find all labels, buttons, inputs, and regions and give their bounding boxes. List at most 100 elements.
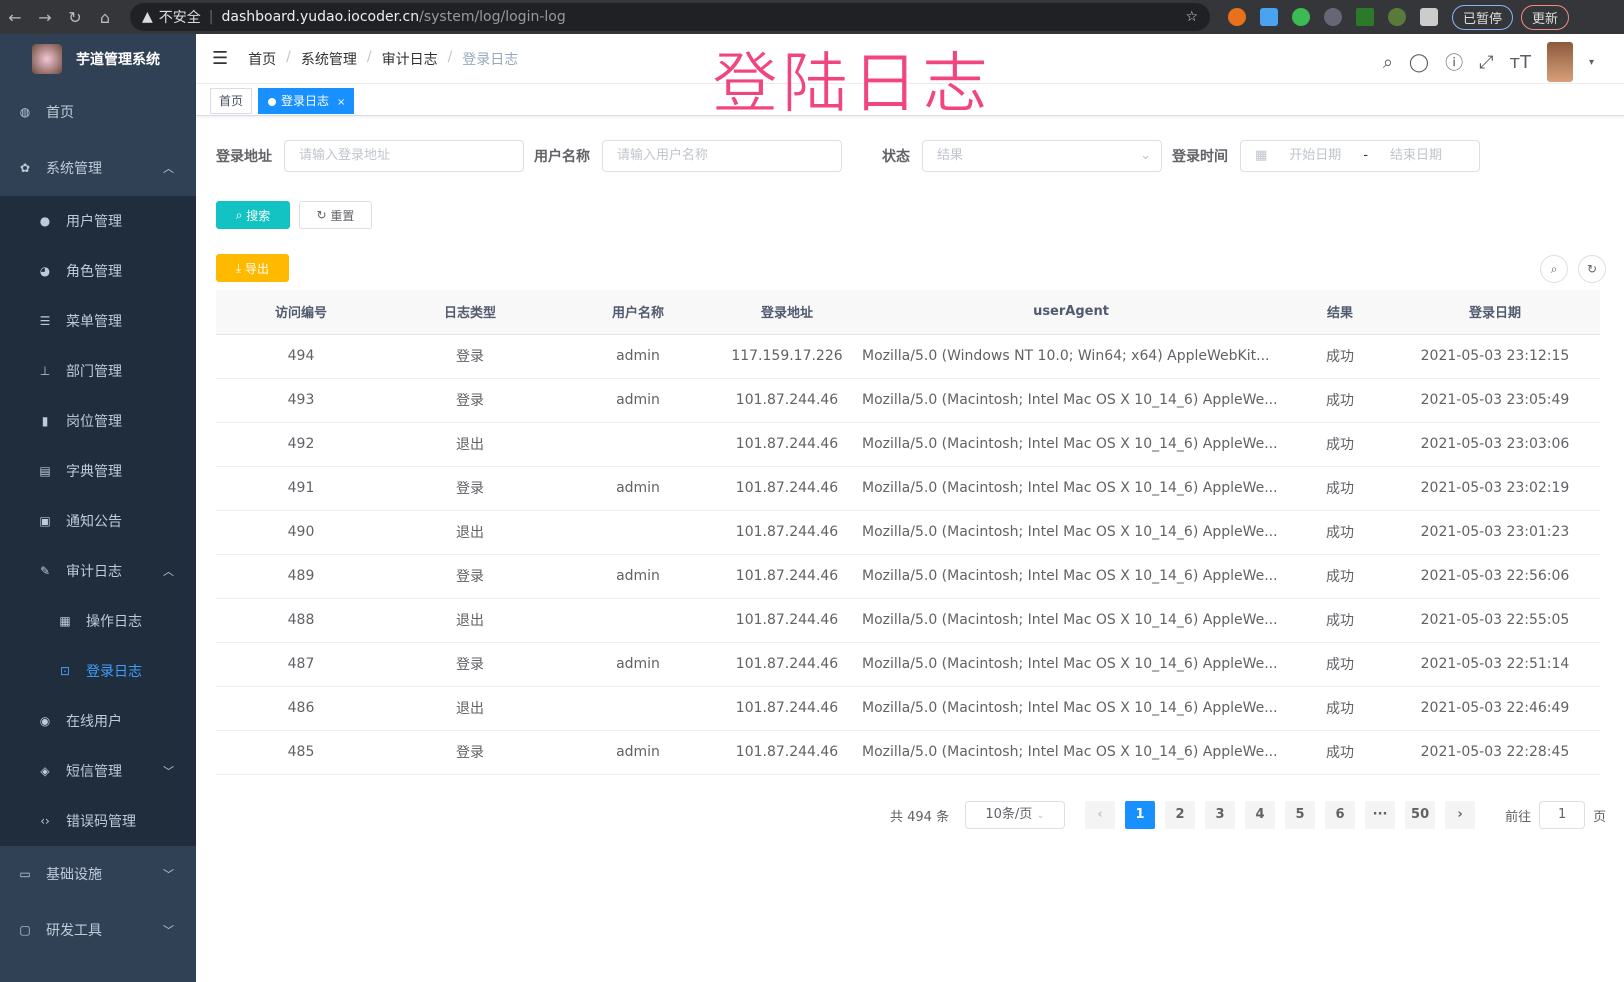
table-row[interactable]: 488 退出 101.87.244.46 Mozilla/5.0 (Macintosh… — [216, 598, 1600, 643]
page-button[interactable]: 5 — [1285, 801, 1316, 829]
font-size-icon[interactable]: ᴛT — [1509, 51, 1531, 73]
extension-icon[interactable] — [1228, 8, 1246, 26]
page-button[interactable]: ··· — [1365, 801, 1396, 829]
table-cell: 成功 — [1290, 686, 1390, 731]
table-cell: admin — [554, 378, 722, 423]
prev-page-button[interactable]: ‹ — [1085, 801, 1116, 829]
sidebar-item-login-log[interactable]: ⊡ 登录日志 — [0, 646, 196, 696]
help-icon[interactable]: ⓘ — [1445, 53, 1464, 74]
label: 基础设施 — [46, 867, 102, 883]
table-cell: 101.87.244.46 — [722, 686, 852, 731]
search-icon[interactable]: ⌕ — [1382, 51, 1393, 73]
table-row[interactable]: 485 登录 admin 101.87.244.46 Mozilla/5.0 (Maci… — [216, 730, 1600, 775]
page-button[interactable]: 3 — [1205, 801, 1236, 829]
date-range-picker[interactable]: ▦ 开始日期 - 结束日期 — [1240, 140, 1480, 172]
status-select[interactable]: 结果 ⌄ — [922, 140, 1162, 172]
page-button[interactable]: 50 — [1405, 801, 1436, 829]
breadcrumb-item[interactable]: 系统管理 — [300, 51, 357, 68]
sidebar-item-error-code[interactable]: ‹› 错误码管理 — [0, 796, 196, 846]
search-button[interactable]: ⌕ 搜索 — [216, 201, 290, 229]
table-row[interactable]: 487 登录 admin 101.87.244.46 Mozilla/5.0 (Maci… — [216, 642, 1600, 687]
column-header: 结果 — [1290, 290, 1390, 335]
table-cell: 485 — [216, 730, 386, 775]
column-header: 访问编号 — [216, 290, 386, 335]
refresh-icon: ↻ — [316, 208, 331, 222]
puzzle-icon[interactable] — [1420, 8, 1438, 26]
sidebar-item-home[interactable]: ◍ 首页 — [0, 84, 196, 140]
update-button[interactable]: 更新 — [1521, 4, 1570, 30]
table-row[interactable]: 492 退出 101.87.244.46 Mozilla/5.0 (Macintosh… — [216, 422, 1600, 467]
label: 系统管理 — [46, 161, 102, 177]
end-date[interactable]: 结束日期 — [1390, 148, 1443, 163]
table-row[interactable]: 490 退出 101.87.244.46 Mozilla/5.0 (Macintosh… — [216, 510, 1600, 555]
username-input[interactable]: 请输入用户名称 — [602, 140, 842, 172]
page-button[interactable]: 2 — [1165, 801, 1196, 829]
sidebar-item-operate-log[interactable]: ▦ 操作日志 — [0, 596, 196, 646]
address-input[interactable]: 请输入登录地址 — [284, 140, 524, 172]
export-button[interactable]: ⤓ 导出 — [216, 254, 289, 282]
sidebar-item-audit-log[interactable]: ✎ 审计日志 ︿ — [0, 546, 196, 596]
sidebar-item-dept[interactable]: ⊥ 部门管理 — [0, 346, 196, 396]
tag-login-log[interactable]: 登录日志 × — [258, 88, 355, 114]
fullscreen-icon[interactable]: ⤢ — [1479, 51, 1494, 73]
caret-down-icon[interactable]: ▾ — [1588, 56, 1594, 68]
close-icon[interactable]: × — [337, 97, 346, 108]
refresh-button[interactable]: ↻ — [1578, 255, 1606, 283]
extension-icon[interactable] — [1388, 8, 1406, 26]
reset-button[interactable]: ↻ 重置 — [299, 201, 372, 229]
logo-image — [32, 44, 62, 74]
sidebar-logo[interactable]: 芋道管理系统 — [0, 34, 196, 84]
sidebar-item-infra[interactable]: ▭ 基础设施 ﹀ — [0, 846, 196, 902]
table-cell: 101.87.244.46 — [722, 598, 852, 643]
toggle-search-button[interactable]: ⌕ — [1540, 255, 1568, 283]
tags-view: 首页 登录日志 × — [196, 84, 1624, 116]
breadcrumb-item[interactable]: 审计日志 — [381, 51, 438, 68]
sidebar-item-user[interactable]: ● 用户管理 — [0, 196, 196, 246]
table-cell: 2021-05-03 22:51:14 — [1390, 642, 1600, 687]
sidebar-item-online-user[interactable]: ◉ 在线用户 — [0, 696, 196, 746]
home-button[interactable]: ⌂ — [99, 7, 111, 27]
extension-icon[interactable] — [1292, 8, 1310, 26]
sidebar-item-notice[interactable]: ▣ 通知公告 — [0, 496, 196, 546]
forward-button[interactable]: → — [38, 7, 52, 27]
extension-icon[interactable] — [1356, 8, 1374, 26]
breadcrumb-item[interactable]: 首页 — [248, 51, 277, 68]
table-row[interactable]: 493 登录 admin 101.87.244.46 Mozilla/5.0 (Maci… — [216, 378, 1600, 423]
sidebar-item-post[interactable]: ▮ 岗位管理 — [0, 396, 196, 446]
address-bar[interactable]: ▲ 不安全 | dashboard.yudao.iocoder.cn/syste… — [130, 3, 1210, 31]
hamburger-icon[interactable]: ☰ — [212, 48, 229, 69]
next-page-button[interactable]: › — [1445, 801, 1476, 829]
table-row[interactable]: 489 登录 admin 101.87.244.46 Mozilla/5.0 (Maci… — [216, 554, 1600, 599]
sidebar-item-role[interactable]: ◕ 角色管理 — [0, 246, 196, 296]
goto-page-input[interactable]: 1 — [1539, 801, 1586, 829]
back-button[interactable]: ← — [8, 7, 22, 27]
bookmark-star-icon[interactable]: ☆ — [1185, 9, 1198, 25]
profile-button[interactable]: 已暂停 — [1452, 4, 1514, 30]
table-row[interactable]: 486 退出 101.87.244.46 Mozilla/5.0 (Macintosh… — [216, 686, 1600, 731]
page-size-select[interactable]: 10条/页 ⌄ — [965, 801, 1066, 829]
navbar-actions: ⌕ ◯ ⓘ ⤢ ᴛT ▾ — [1383, 42, 1594, 82]
page-button[interactable]: 4 — [1245, 801, 1276, 829]
sidebar-item-sms[interactable]: ◈ 短信管理 ﹀ — [0, 746, 196, 796]
page-button[interactable]: 1 — [1125, 801, 1156, 829]
table-row[interactable]: 494 登录 admin 117.159.17.226 Mozilla/5.0 (Win… — [216, 334, 1600, 379]
tag-home[interactable]: 首页 — [210, 88, 253, 114]
sidebar-item-dict[interactable]: ▤ 字典管理 — [0, 446, 196, 496]
dict-icon: ▤ — [39, 464, 51, 478]
reload-button[interactable]: ↻ — [68, 7, 82, 27]
table-cell: 登录 — [386, 642, 554, 687]
table-row[interactable]: 491 登录 admin 101.87.244.46 Mozilla/5.0 (Maci… — [216, 466, 1600, 511]
sidebar-item-tool[interactable]: ▢ 研发工具 ﹀ — [0, 902, 196, 958]
sidebar-item-menu[interactable]: ☰ 菜单管理 — [0, 296, 196, 346]
sidebar-item-system[interactable]: ✿ 系统管理 ︿ — [0, 140, 196, 196]
table-cell: 488 — [216, 598, 386, 643]
label: 角色管理 — [66, 264, 122, 280]
start-date[interactable]: 开始日期 — [1289, 148, 1342, 163]
github-icon[interactable]: ◯ — [1408, 51, 1430, 73]
extension-icon[interactable] — [1324, 8, 1342, 26]
extension-icon[interactable] — [1260, 8, 1278, 26]
dashboard-icon: ◍ — [19, 105, 31, 119]
tool-icon: ▢ — [19, 923, 31, 937]
page-button[interactable]: 6 — [1325, 801, 1356, 829]
avatar[interactable] — [1546, 42, 1573, 82]
